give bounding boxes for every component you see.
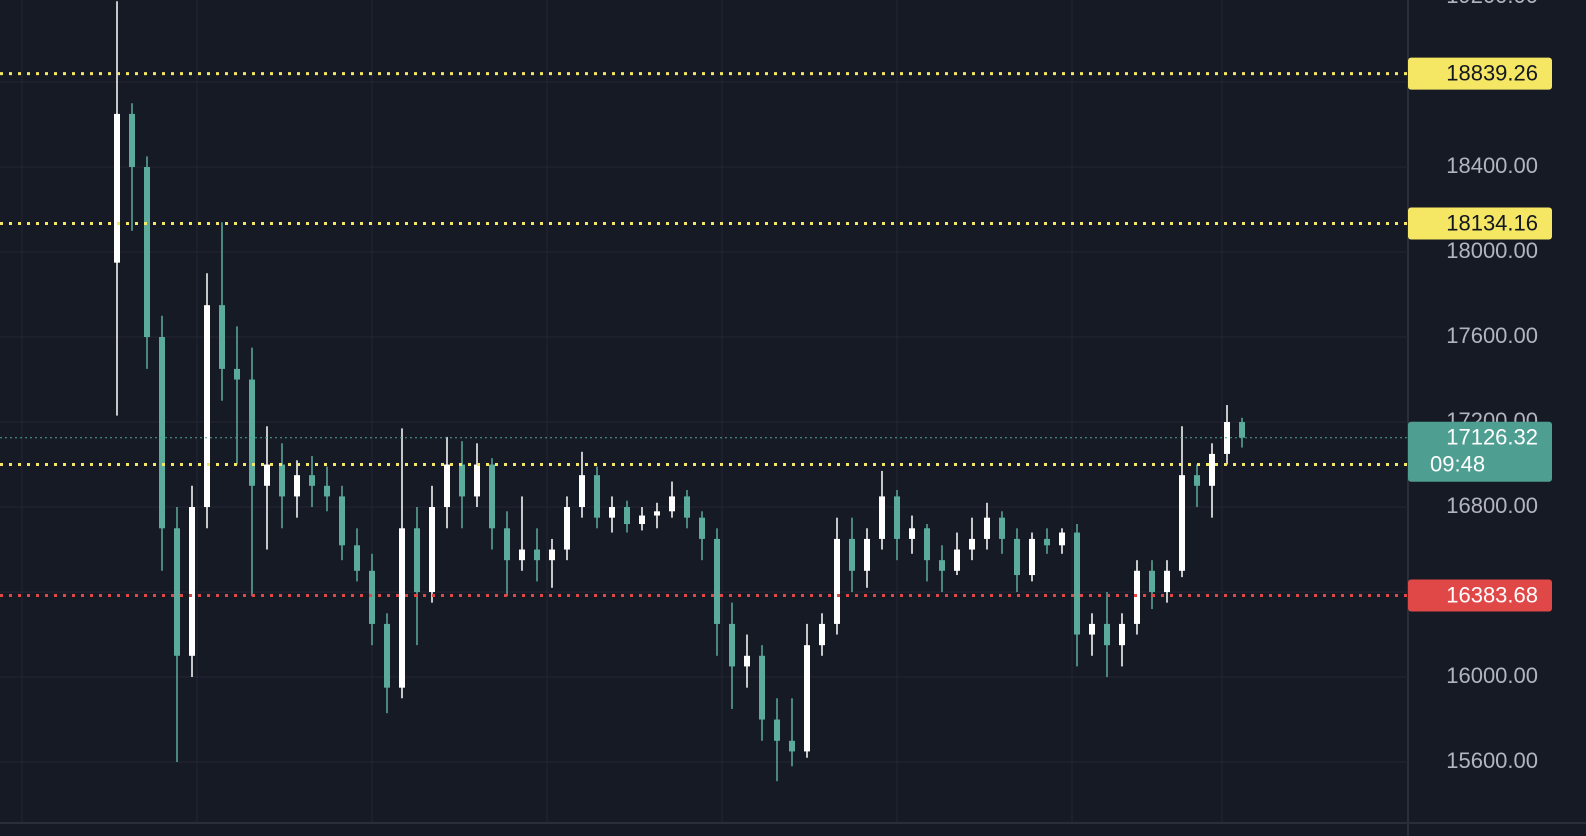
candle-body — [1164, 570, 1170, 593]
candle-body — [339, 496, 345, 546]
candle-body — [1239, 422, 1245, 438]
candle-body — [399, 528, 405, 688]
candle-body — [699, 517, 705, 539]
vertical-grid — [21, 0, 1223, 822]
y-tick-label: 16800.00 — [1446, 493, 1538, 518]
candle-body — [1119, 623, 1125, 646]
candle-body — [1209, 453, 1215, 486]
candle-body — [939, 560, 945, 571]
candle-body — [534, 549, 540, 561]
candle-body — [564, 507, 570, 550]
y-tick-label: 16000.00 — [1446, 663, 1538, 688]
candle-body — [429, 507, 435, 593]
candle-body — [924, 528, 930, 561]
price-label: 18134.16 — [1446, 210, 1538, 235]
y-tick-label: 15600.00 — [1446, 748, 1538, 773]
candle-body — [579, 475, 585, 508]
candle-body — [1029, 538, 1035, 576]
candle-body — [549, 549, 555, 561]
candle-body — [804, 645, 810, 752]
candle-body — [1044, 538, 1050, 546]
countdown-label: 09:48 — [1430, 452, 1485, 477]
price-label: 16383.68 — [1446, 582, 1538, 607]
candle-body — [669, 496, 675, 512]
candle-body — [264, 464, 270, 486]
candle-body — [714, 538, 720, 624]
candle-body — [159, 337, 165, 529]
price-label-box — [1408, 207, 1552, 240]
candle-body — [189, 507, 195, 656]
candle-body — [969, 538, 975, 550]
candle-body — [774, 719, 780, 741]
candle-body — [474, 464, 480, 497]
candle-body — [864, 538, 870, 571]
y-tick-label: 19200.00 — [1446, 0, 1538, 8]
candle-body — [324, 485, 330, 497]
candle-body — [414, 528, 420, 593]
candle-body — [204, 305, 210, 508]
candle-body — [909, 528, 915, 539]
candle-body — [894, 496, 900, 539]
y-tick-label: 18400.00 — [1446, 153, 1538, 178]
candle-body — [759, 655, 765, 720]
candle-body — [279, 464, 285, 497]
candle-body — [1074, 532, 1080, 635]
candle-body — [249, 379, 255, 486]
candle-body — [369, 570, 375, 624]
candle-body — [1179, 475, 1185, 571]
candle-body — [1014, 538, 1020, 576]
candle-body — [744, 655, 750, 667]
candle-body — [174, 528, 180, 656]
candle-body — [384, 623, 390, 688]
candle-body — [879, 496, 885, 539]
price-label: 18839.26 — [1446, 60, 1538, 85]
candle-body — [234, 368, 240, 380]
candle-body — [519, 549, 525, 561]
candle-body — [609, 507, 615, 518]
candle-body — [984, 517, 990, 539]
candle-body — [1134, 570, 1140, 624]
price-label-box — [1408, 57, 1552, 90]
candle-body — [489, 464, 495, 529]
candle-body — [729, 623, 735, 667]
candle-body — [1194, 475, 1200, 486]
candle-body — [504, 528, 510, 561]
last-price-label: 17126.32 — [1446, 425, 1538, 450]
candle-body — [444, 464, 450, 508]
candle-body — [219, 305, 225, 369]
candle-body — [129, 113, 135, 168]
candle-body — [849, 538, 855, 571]
candle-body — [1059, 532, 1065, 546]
candle-body — [1104, 623, 1110, 646]
candle-body — [1089, 623, 1095, 635]
candle-body — [834, 538, 840, 624]
candle-body — [624, 507, 630, 525]
candle-body — [114, 113, 120, 263]
candle-body — [954, 549, 960, 571]
price-label-box — [1408, 579, 1552, 612]
candle-body — [819, 623, 825, 646]
candle-body — [309, 475, 315, 486]
candle-body — [999, 517, 1005, 539]
candle-body — [639, 515, 645, 525]
last-price-box — [1408, 421, 1552, 482]
candle-body — [594, 475, 600, 518]
candle-body — [654, 511, 660, 516]
candle-body — [684, 496, 690, 518]
candle-body — [789, 740, 795, 752]
candle-body — [294, 475, 300, 497]
candle-body — [1149, 570, 1155, 593]
candle-body — [459, 464, 465, 497]
y-tick-label: 17600.00 — [1446, 323, 1538, 348]
candle-body — [144, 167, 150, 338]
y-tick-label: 18000.00 — [1446, 238, 1538, 263]
candle-body — [354, 545, 360, 571]
